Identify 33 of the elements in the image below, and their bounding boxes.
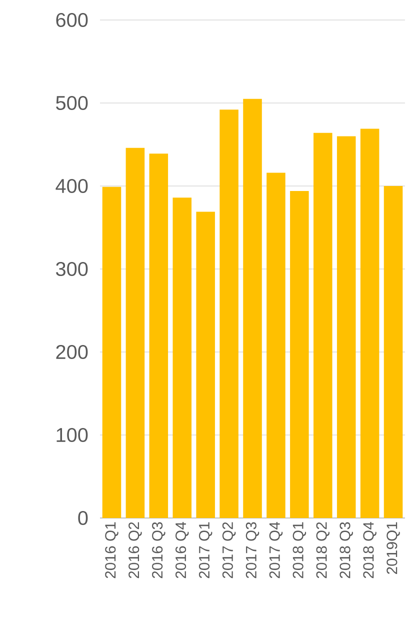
x-tick-label: 2016 Q4: [175, 522, 189, 578]
x-tick-label: 2016 Q1: [105, 522, 118, 578]
bar: [172, 198, 192, 518]
x-tick-label: 2016 Q3: [152, 522, 166, 578]
x-tick-label: 2018 Q1: [292, 522, 306, 578]
x-tick-label: 2017 Q4: [269, 522, 283, 578]
y-tick-label: 400: [56, 178, 88, 194]
y-tick-label: 0: [78, 510, 88, 526]
bar: [220, 110, 238, 518]
bar: [149, 154, 168, 518]
x-tick-label: 2016 Q2: [128, 522, 142, 578]
x-tick-label: 2017 Q1: [198, 522, 212, 578]
y-tick-label: 200: [56, 344, 88, 360]
bar: [290, 190, 309, 518]
bar: [384, 186, 403, 518]
x-tick-label: 2019Q1: [386, 522, 400, 574]
y-tick-label: 500: [56, 96, 88, 110]
bar: [126, 148, 145, 518]
x-tick-label: 2018 Q2: [316, 522, 330, 578]
x-tick-label: 2018 Q4: [363, 522, 376, 578]
bar: [196, 212, 215, 518]
bar: [243, 98, 262, 518]
x-tick-label: 2018 Q3: [340, 522, 353, 578]
bar: [266, 172, 286, 518]
bar: [102, 186, 122, 518]
y-tick-label: 600: [56, 12, 88, 28]
bar: [314, 132, 332, 518]
bar: [336, 136, 356, 518]
x-tick-label: 2017 Q3: [246, 522, 260, 578]
x-tick-label: 2017 Q2: [222, 522, 236, 578]
bar: [360, 128, 380, 518]
y-tick-label: 300: [56, 262, 88, 276]
y-tick-label: 100: [56, 428, 88, 442]
